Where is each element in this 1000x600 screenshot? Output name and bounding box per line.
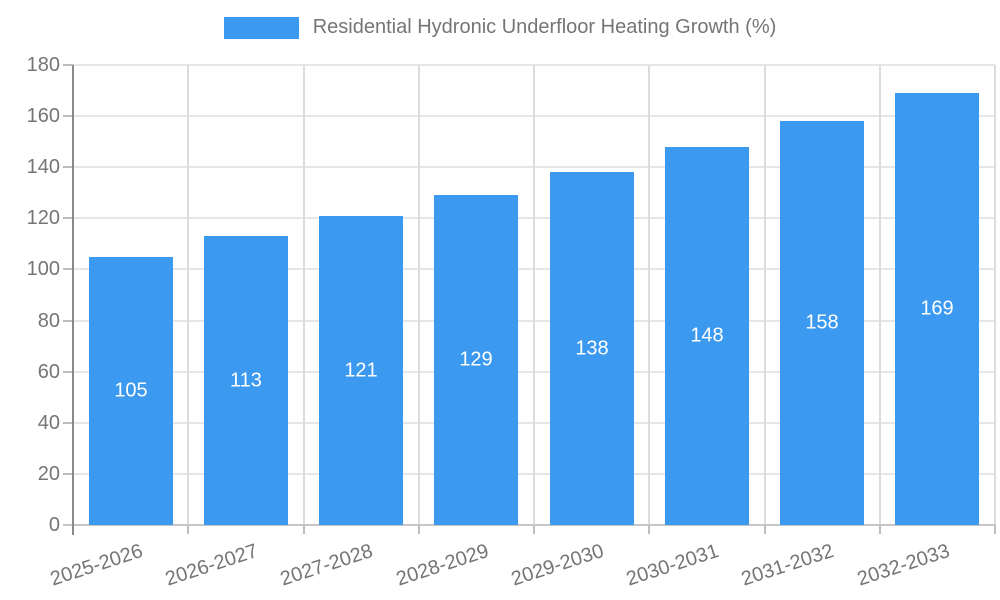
y-tick [63,64,73,66]
x-tick-label: 2027-2028 [278,540,376,591]
bar-value-label: 169 [920,297,954,320]
y-tick-label: 160 [26,105,60,128]
v-gridline [302,65,305,525]
y-tick-label: 140 [26,156,60,179]
y-tick-label: 180 [26,54,60,76]
legend-swatch[interactable] [223,16,299,39]
bar-value-label: 148 [690,324,724,347]
y-tick [63,421,73,424]
bar[interactable]: 148 [665,147,749,525]
x-tick [878,525,881,534]
y-tick-label: 0 [48,514,60,536]
x-tick-label: 2030-2031 [623,540,722,591]
legend-label[interactable]: Residential Hydronic Underfloor Heating … [312,16,777,38]
y-tick [63,217,73,220]
legend: Residential Hydronic Underfloor Heating … [0,16,1000,39]
x-tick [533,525,535,534]
bar[interactable]: 169 [895,93,979,525]
bar[interactable]: 158 [780,121,864,525]
v-gridline [187,65,190,525]
y-tick-label: 100 [26,258,60,281]
bar-value-label: 121 [344,359,378,381]
v-gridline [417,65,420,525]
y-tick [63,370,73,373]
bar-value-label: 158 [805,311,839,334]
x-tick [302,525,305,534]
bar[interactable]: 138 [550,172,634,525]
y-tick-label: 120 [26,207,60,230]
y-tick-label: 40 [37,411,60,434]
v-gridline [533,65,535,525]
y-tick [63,166,73,169]
y-tick-label: 60 [37,360,60,383]
x-tick-label: 2028-2029 [393,540,492,591]
bar-value-label: 129 [459,348,493,371]
bar[interactable]: 113 [204,236,288,525]
y-tick [63,115,73,118]
bar-value-label: 105 [114,379,148,402]
v-gridline [763,65,766,525]
x-tick [648,525,651,534]
x-tick [763,525,766,534]
bar[interactable]: 105 [89,257,173,525]
y-tick-label: 20 [37,462,60,485]
y-tick [63,472,73,475]
v-gridline [648,65,651,525]
x-axis-line [63,524,995,526]
x-tick [187,525,190,534]
y-tick [63,319,73,322]
v-gridline [878,65,881,525]
x-tick-label: 2031-2032 [739,540,837,591]
x-tick-label: 2025-2026 [47,540,146,591]
x-tick-label: 2026-2027 [162,540,261,591]
y-tick [63,268,73,271]
y-axis-line [72,65,74,535]
x-tick [994,525,996,534]
bar[interactable]: 121 [319,216,403,525]
v-gridline [994,65,996,525]
x-tick-label: 2029-2030 [508,540,607,591]
y-tick-label: 80 [37,309,60,332]
x-tick-label: 2032-2033 [854,540,953,591]
bar[interactable]: 129 [434,195,518,525]
x-tick [417,525,420,534]
bar-value-label: 113 [230,369,262,391]
bar-value-label: 138 [575,337,609,359]
